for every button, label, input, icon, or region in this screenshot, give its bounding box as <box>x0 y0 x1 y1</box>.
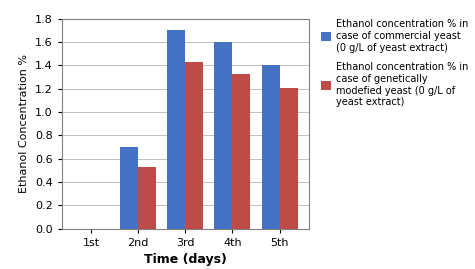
Bar <box>185 62 203 229</box>
Y-axis label: Ethanol Concentration %: Ethanol Concentration % <box>19 54 29 193</box>
X-axis label: Time (days): Time (days) <box>144 253 227 266</box>
Bar <box>232 74 250 229</box>
Bar <box>138 167 156 229</box>
Bar <box>262 65 280 229</box>
Legend: Ethanol concentration % in
case of commercial yeast
(0 g/L of yeast extract), Et: Ethanol concentration % in case of comme… <box>321 19 468 107</box>
Bar <box>120 147 138 229</box>
Bar <box>280 88 297 229</box>
Bar <box>167 30 185 229</box>
Bar <box>215 42 232 229</box>
